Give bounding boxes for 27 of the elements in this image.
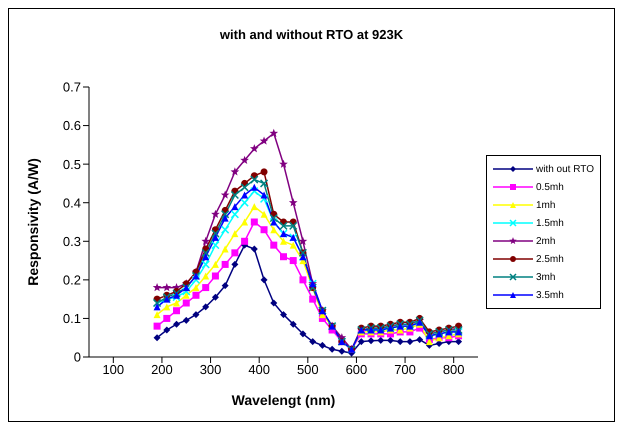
- legend-label: with out RTO: [536, 164, 594, 174]
- x-tick-label: 700: [394, 362, 416, 378]
- y-axis-title: Responsivity (A/W): [24, 158, 41, 286]
- y-tick-label: 0.3: [62, 234, 81, 249]
- y-tick-label: 0.4: [62, 195, 81, 210]
- legend-label: 2.5mh: [536, 254, 564, 264]
- legend-label: 2mh: [536, 236, 556, 246]
- legend-label: 0.5mh: [536, 182, 564, 192]
- x-tick-label: 500: [296, 362, 319, 378]
- y-tick-label: 0.2: [62, 272, 81, 288]
- x-tick-label: 300: [200, 362, 222, 378]
- y-tick-label: 0.6: [62, 118, 81, 134]
- x-tick-label: 400: [248, 362, 270, 378]
- legend-label: 1.5mh: [536, 218, 564, 228]
- chart-title: with and without RTO at 923K: [218, 27, 404, 44]
- x-axis-title: Wavelengt (nm): [232, 392, 336, 408]
- legend-label: 3mh: [536, 272, 556, 282]
- x-tick-label: 600: [346, 362, 368, 378]
- y-tick-label: 0.7: [62, 80, 81, 95]
- legend-label: 3.5mh: [536, 290, 564, 300]
- x-tick-label: 200: [151, 362, 173, 378]
- y-tick-label: 0.5: [62, 156, 81, 172]
- legend-label: 1mh: [536, 200, 556, 210]
- x-tick-label: 800: [442, 362, 465, 378]
- y-tick-label: 0.1: [62, 311, 81, 326]
- y-tick-label: 0: [74, 350, 81, 365]
- x-tick-label: 100: [102, 362, 124, 378]
